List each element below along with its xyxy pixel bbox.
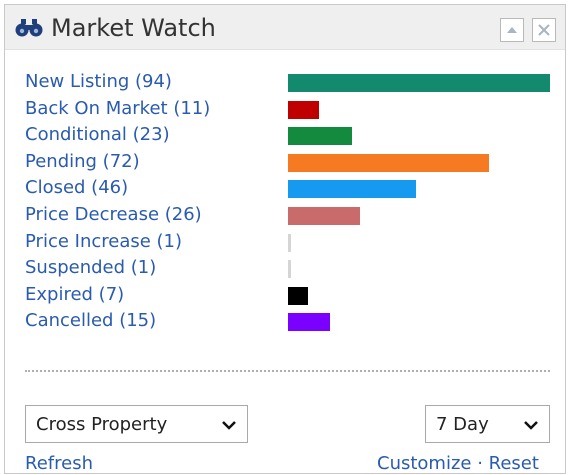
status-row-cancelled: Cancelled (15) bbox=[25, 308, 555, 335]
status-link-new-listing[interactable]: New Listing (94) bbox=[25, 71, 172, 92]
status-row-new-listing: New Listing (94) bbox=[25, 69, 555, 96]
status-row-closed: Closed (46) bbox=[25, 175, 555, 202]
status-bar-cancelled bbox=[288, 313, 330, 332]
date-range-value: 7 Day bbox=[436, 414, 489, 435]
close-icon bbox=[538, 24, 550, 36]
market-watch-widget: Market Watch New Listing (94) Back On Ma… bbox=[4, 4, 566, 474]
status-bar-closed bbox=[288, 180, 416, 199]
status-row-conditional: Conditional (23) bbox=[25, 122, 555, 149]
status-link-price-increase[interactable]: Price Increase (1) bbox=[25, 230, 183, 252]
status-bar-new-listing bbox=[288, 74, 550, 92]
status-bar-suspended bbox=[288, 260, 291, 279]
status-link-back-on-market[interactable]: Back On Market (11) bbox=[25, 97, 211, 119]
close-button[interactable] bbox=[532, 18, 556, 42]
widget-header: Market Watch bbox=[5, 5, 565, 50]
property-type-value: Cross Property bbox=[36, 414, 168, 435]
status-bar-price-decrease bbox=[288, 206, 360, 225]
status-row-expired: Expired (7) bbox=[25, 282, 555, 309]
status-link-conditional[interactable]: Conditional (23) bbox=[25, 124, 170, 146]
status-bar-conditional bbox=[288, 127, 352, 146]
status-link-cancelled[interactable]: Cancelled (15) bbox=[25, 310, 157, 332]
status-link-suspended[interactable]: Suspended (1) bbox=[25, 257, 157, 279]
customize-reset-link[interactable]: Customize · Reset bbox=[377, 453, 539, 474]
status-link-expired[interactable]: Expired (7) bbox=[25, 283, 125, 305]
status-row-suspended: Suspended (1) bbox=[25, 255, 555, 282]
binoculars-icon bbox=[15, 19, 43, 37]
date-range-select[interactable]: 7 Day bbox=[425, 405, 550, 443]
status-row-price-increase: Price Increase (1) bbox=[25, 229, 555, 256]
status-list: New Listing (94) Back On Market (11) Con… bbox=[25, 69, 555, 335]
status-bar-back-on-market bbox=[288, 100, 319, 119]
property-type-select[interactable]: Cross Property bbox=[25, 405, 248, 443]
chevron-down-icon bbox=[222, 421, 236, 430]
status-row-pending: Pending (72) bbox=[25, 149, 555, 176]
dotted-divider bbox=[25, 370, 550, 372]
refresh-link[interactable]: Refresh bbox=[25, 453, 93, 474]
status-bar-price-increase bbox=[288, 233, 291, 252]
status-bar-expired bbox=[288, 286, 308, 305]
status-row-back-on-market: Back On Market (11) bbox=[25, 96, 555, 123]
triangle-up-icon bbox=[507, 27, 517, 33]
collapse-button[interactable] bbox=[500, 18, 524, 42]
status-row-price-decrease: Price Decrease (26) bbox=[25, 202, 555, 229]
status-link-closed[interactable]: Closed (46) bbox=[25, 177, 129, 199]
status-link-pending[interactable]: Pending (72) bbox=[25, 150, 140, 172]
chevron-down-icon bbox=[524, 421, 538, 430]
widget-title: Market Watch bbox=[51, 14, 216, 42]
status-link-price-decrease[interactable]: Price Decrease (26) bbox=[25, 203, 202, 225]
status-bar-pending bbox=[288, 153, 489, 172]
